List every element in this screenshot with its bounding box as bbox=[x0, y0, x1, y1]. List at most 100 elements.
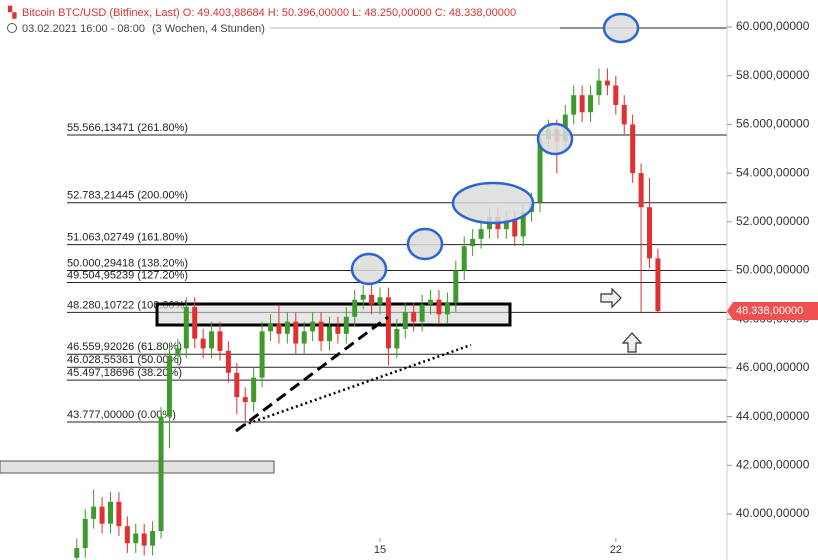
fib-label: 55.566,13471 (261.80%) bbox=[67, 122, 188, 134]
y-tick-label: 46.000,00000 bbox=[736, 360, 810, 374]
fib-label: 52.783,21445 (200.00%) bbox=[67, 190, 188, 202]
trend-line-dotted bbox=[243, 343, 472, 427]
y-tick-label: 42.000,00000 bbox=[736, 457, 810, 471]
y-tick-label: 54.000,00000 bbox=[736, 165, 810, 179]
candle-body bbox=[259, 331, 265, 378]
candle-body bbox=[74, 548, 80, 558]
candle-body bbox=[276, 324, 282, 334]
trend-line-dashed bbox=[235, 315, 389, 433]
candle-body bbox=[293, 321, 299, 344]
candle-body bbox=[571, 95, 577, 115]
candle-body bbox=[343, 316, 349, 334]
arrow-up bbox=[621, 332, 643, 353]
candle-body bbox=[107, 501, 113, 524]
y-tick-label: 44.000,00000 bbox=[736, 409, 810, 423]
candle-body bbox=[520, 212, 526, 237]
x-tick-label: 22 bbox=[610, 544, 622, 556]
target-ellipse bbox=[350, 252, 388, 286]
last-price-tag bbox=[727, 301, 818, 320]
candle-body bbox=[604, 80, 610, 86]
candle-body bbox=[453, 270, 459, 303]
candle-body bbox=[251, 377, 257, 402]
candle-body bbox=[621, 104, 627, 125]
candle-body bbox=[419, 304, 425, 322]
candle-body bbox=[596, 80, 602, 96]
last-price-label: 48.338,00000 bbox=[736, 305, 803, 317]
y-tick-label: 60.000,00000 bbox=[736, 19, 810, 33]
candle-body bbox=[461, 246, 467, 271]
candle-body bbox=[402, 311, 408, 329]
y-tick-label: 50.000,00000 bbox=[736, 263, 810, 277]
candle-body bbox=[638, 173, 644, 208]
fib-label: 43.777,00000 (0.00%) bbox=[67, 409, 176, 421]
candle-body bbox=[225, 350, 231, 373]
candle-body bbox=[242, 397, 248, 402]
candle-body bbox=[411, 311, 417, 322]
candle-body bbox=[99, 506, 105, 524]
fib-label: 46.028,55361 (50.00%) bbox=[67, 354, 182, 366]
candle-body bbox=[436, 299, 442, 315]
legend-icon: ▚ bbox=[7, 5, 17, 19]
fib-label: 46.559,92026 (61.80%) bbox=[67, 341, 182, 353]
candle-body bbox=[503, 219, 509, 230]
y-tick-label: 58.000,00000 bbox=[736, 68, 810, 82]
candle-body bbox=[192, 307, 198, 339]
target-ellipse bbox=[406, 227, 444, 261]
candle-body bbox=[385, 297, 391, 349]
target-ellipse bbox=[602, 12, 640, 44]
candle-body bbox=[124, 526, 130, 544]
support-zone bbox=[0, 460, 275, 474]
axes: 40.000,00000 42.000,00000 44.000,00000 46.0… bbox=[374, 19, 818, 556]
candle-body bbox=[217, 331, 223, 351]
candle-body bbox=[478, 229, 484, 239]
candle-body bbox=[613, 85, 619, 105]
target-ellipse bbox=[536, 122, 574, 156]
candle-body bbox=[82, 518, 88, 549]
candle-body bbox=[428, 299, 434, 305]
fib-label: 49.504,95239 (127.20%) bbox=[67, 269, 188, 281]
clock-icon bbox=[7, 23, 17, 33]
candle-body bbox=[537, 139, 543, 203]
candle-body bbox=[444, 302, 450, 315]
candle-body bbox=[647, 207, 653, 259]
candle-body bbox=[470, 238, 476, 247]
target-ellipse bbox=[451, 181, 535, 225]
y-tick-label: 56.000,00000 bbox=[736, 117, 810, 131]
y-tick-label: 40.000,00000 bbox=[736, 506, 810, 520]
candle-body bbox=[183, 307, 189, 349]
candle-body bbox=[116, 501, 122, 527]
candle-body bbox=[150, 531, 156, 546]
candle-body bbox=[377, 297, 383, 305]
candle-body bbox=[630, 124, 636, 174]
arrow-right bbox=[600, 287, 622, 309]
candle-body bbox=[133, 533, 139, 544]
candles bbox=[74, 68, 661, 560]
candle-body bbox=[91, 506, 97, 519]
candle-body bbox=[158, 416, 164, 532]
candle-body bbox=[200, 338, 206, 349]
candle-body bbox=[394, 328, 400, 349]
candle-body bbox=[369, 294, 375, 305]
candle-body bbox=[166, 355, 172, 417]
fib-label: 50.000,29418 (138.20%) bbox=[67, 257, 188, 269]
y-tick-label: 52.000,00000 bbox=[736, 214, 810, 228]
fib-label: 51.063,02749 (161.80%) bbox=[67, 232, 188, 244]
candle-body bbox=[352, 299, 358, 317]
fib-label: 45.497,18696 (38.20%) bbox=[67, 367, 182, 379]
legend-bg bbox=[0, 0, 560, 36]
x-tick-label: 15 bbox=[374, 544, 386, 556]
candle-body bbox=[512, 219, 518, 237]
target-ellipses bbox=[350, 12, 640, 286]
legend-instrument: Bitcoin BTC/USD (Bitfinex, Last) O: 49.4… bbox=[22, 7, 516, 19]
candle-body bbox=[318, 321, 324, 342]
candle-body bbox=[141, 533, 147, 546]
candle-body bbox=[234, 372, 240, 398]
candle-body bbox=[175, 348, 181, 356]
candle-body bbox=[588, 95, 594, 113]
candle-body bbox=[326, 326, 332, 342]
legend-period: (3 Wochen, 4 Stunden) bbox=[152, 23, 265, 35]
candle-body bbox=[360, 294, 366, 300]
candle-body bbox=[284, 321, 290, 334]
